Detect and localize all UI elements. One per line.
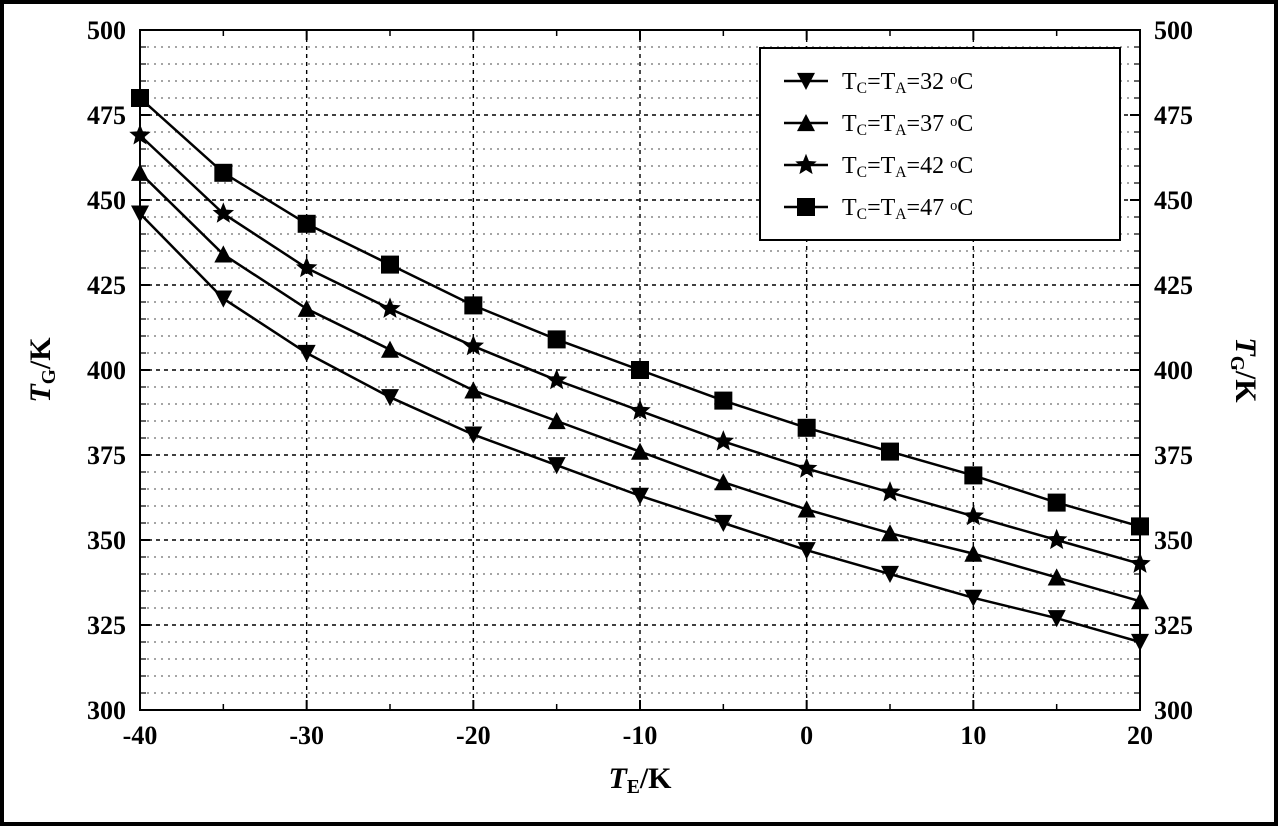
chart-container: -40-30-20-100102030030032532535035037537… (0, 0, 1278, 826)
svg-text:325: 325 (87, 611, 126, 640)
legend: TC=TA=32 oCTC=TA=37 oCTC=TA=42 oCTC=TA=4… (760, 48, 1120, 240)
svg-text:TG/K: TG/K (24, 337, 60, 403)
svg-text:500: 500 (1154, 16, 1193, 45)
svg-text:-30: -30 (289, 721, 324, 750)
svg-text:375: 375 (1154, 441, 1193, 470)
svg-text:500: 500 (87, 16, 126, 45)
svg-text:450: 450 (87, 186, 126, 215)
svg-text:450: 450 (1154, 186, 1193, 215)
svg-text:-20: -20 (456, 721, 491, 750)
svg-text:0: 0 (800, 721, 813, 750)
svg-text:475: 475 (1154, 101, 1193, 130)
svg-text:TE/K: TE/K (608, 762, 672, 798)
svg-text:-10: -10 (623, 721, 658, 750)
svg-text:20: 20 (1127, 721, 1153, 750)
svg-text:400: 400 (87, 356, 126, 385)
svg-text:TG/K: TG/K (1226, 337, 1262, 403)
svg-text:10: 10 (960, 721, 986, 750)
svg-text:350: 350 (1154, 526, 1193, 555)
svg-text:325: 325 (1154, 611, 1193, 640)
svg-text:400: 400 (1154, 356, 1193, 385)
line-chart: -40-30-20-100102030030032532535035037537… (0, 0, 1278, 826)
svg-text:350: 350 (87, 526, 126, 555)
svg-text:475: 475 (87, 101, 126, 130)
svg-text:425: 425 (1154, 271, 1193, 300)
svg-text:425: 425 (87, 271, 126, 300)
svg-text:300: 300 (87, 696, 126, 725)
svg-text:300: 300 (1154, 696, 1193, 725)
svg-text:375: 375 (87, 441, 126, 470)
svg-text:-40: -40 (123, 721, 158, 750)
